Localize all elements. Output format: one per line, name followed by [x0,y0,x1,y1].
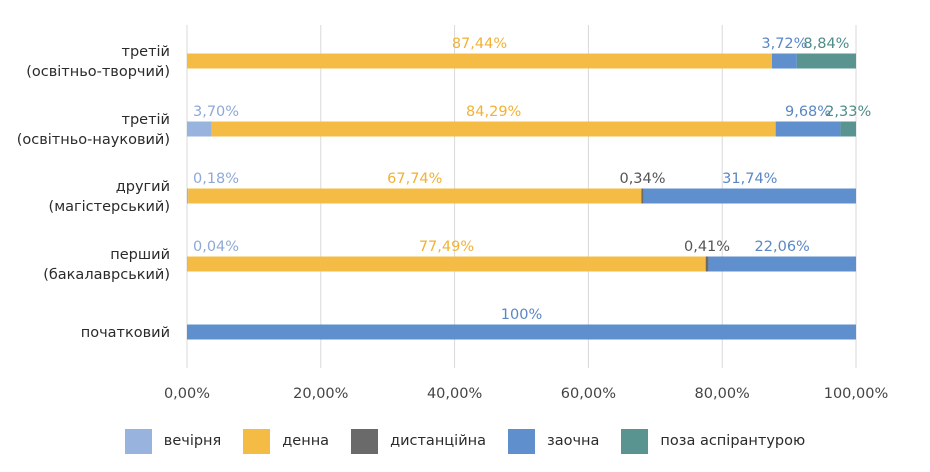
bar-segment [187,324,856,340]
data-label: 3,70% [193,104,239,120]
stacked-bar-chart: 87,44% 3,72%8,84% 3,70% 84,29% 9,68%2,33% 0,1… [17,25,888,402]
category-label: третій [122,112,170,128]
data-label: 22,06% [755,239,810,255]
category-label: перший [110,247,170,263]
data-label: 0,18% [193,171,239,187]
data-label: 84,29% [466,104,521,120]
bar-segment [643,188,856,204]
bar-segment [187,53,772,69]
legend-item: вечірня [124,428,222,454]
category-labels: третій (освітньо-творчий) третій (освітньо-… [17,44,170,341]
bar-segment [187,188,189,204]
x-tick-label: 20,00% [293,386,348,402]
bar-segment [187,256,706,272]
bar-segment [775,121,841,137]
category-label: (освітньо-творчий) [26,64,170,80]
legend-swatch [621,428,649,454]
x-tick-label: 80,00% [695,386,750,402]
category-label: другий [116,179,170,195]
bar-segment [211,121,776,137]
data-label: 3,72% [761,36,807,52]
data-label: 0,34% [619,171,665,187]
data-label: 0,04% [193,239,239,255]
bar-segment [796,53,856,69]
bars [187,53,856,340]
legend-label: поза аспірантурою [660,433,806,449]
legend-swatch [124,428,152,454]
legend-label: вечірня [163,433,222,449]
bar-segment [840,121,856,137]
legend-swatch [351,428,379,454]
category-label: (магістерський) [49,199,170,215]
legend-label: заочна [546,433,600,449]
legend-swatch [507,428,535,454]
category-label: початковий [81,325,170,341]
data-label: 0,41% [684,239,730,255]
legend-item: заочна [507,428,600,454]
x-axis-ticks: 0,00% 20,00% 40,00% 60,00% 80,00% 100,00% [164,386,888,402]
bar-segment [188,188,642,204]
bar-segment [641,188,644,204]
bar-segment [705,256,709,272]
data-label: 8,84% [803,36,849,52]
data-label: 67,74% [387,171,442,187]
category-label: (освітньо-науковий) [17,132,170,148]
x-tick-label: 40,00% [427,386,482,402]
data-label: 31,74% [722,171,777,187]
category-label: третій [122,44,170,60]
legend-label: денна [282,433,330,449]
bar-segment [187,121,212,137]
data-label: 9,68% [785,104,831,120]
data-label: 100% [501,307,542,323]
x-tick-label: 100,00% [824,386,889,402]
bar-segment [771,53,797,69]
category-label: (бакалаврський) [43,267,170,283]
legend-item: поза аспірантурою [621,428,806,454]
legend-swatch [243,428,271,454]
x-tick-label: 60,00% [561,386,616,402]
bar-segment [708,256,856,272]
legend-item: денна [243,428,330,454]
legend-label: дистанційна [390,433,486,449]
legend-item: дистанційна [351,428,486,454]
x-tick-label: 0,00% [164,386,210,402]
data-label: 2,33% [825,104,871,120]
data-labels: 87,44% 3,72%8,84% 3,70% 84,29% 9,68%2,33% 0,1… [193,36,871,323]
legend: вечірня денна дистанційна заочна поза аспіра… [0,426,930,456]
data-label: 87,44% [452,36,507,52]
data-label: 77,49% [419,239,474,255]
